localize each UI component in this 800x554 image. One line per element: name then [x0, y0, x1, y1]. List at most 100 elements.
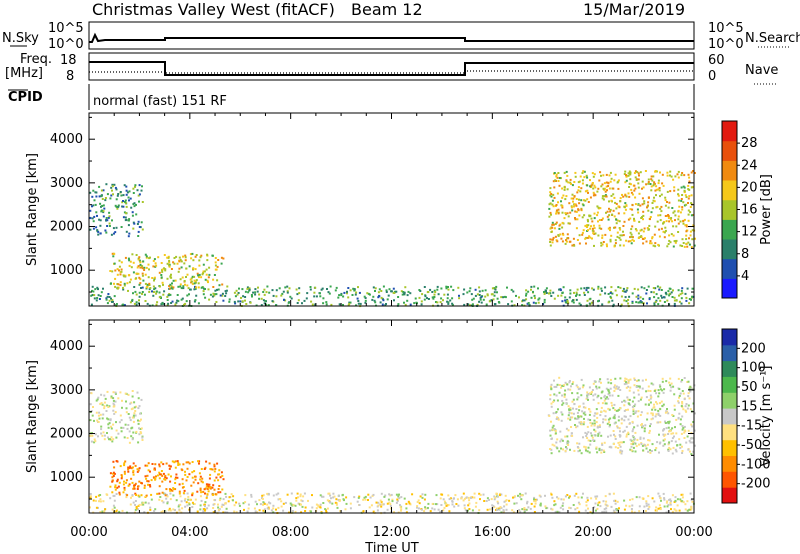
data-cell: [447, 494, 450, 497]
colorbar-swatch: [722, 344, 737, 362]
data-cell: [683, 245, 686, 248]
data-cell: [634, 431, 637, 434]
data-cell: [665, 220, 668, 223]
data-cell: [574, 217, 576, 219]
data-cell: [619, 244, 622, 247]
data-cell: [493, 294, 496, 297]
data-cell: [409, 303, 412, 306]
data-cell: [132, 501, 135, 504]
data-cell: [512, 290, 515, 293]
data-cell: [595, 408, 598, 411]
data-cell: [587, 507, 589, 510]
data-cell: [641, 237, 644, 240]
data-cell: [125, 193, 128, 196]
data-cell: [349, 502, 352, 505]
data-cell: [620, 303, 623, 306]
data-cell: [222, 504, 225, 506]
data-cell: [173, 262, 176, 265]
data-cell: [466, 509, 469, 512]
data-cell: [649, 216, 652, 218]
data-cell: [125, 481, 128, 484]
data-cell: [134, 500, 137, 502]
data-cell: [656, 285, 659, 288]
data-cell: [612, 193, 615, 196]
data-cell: [101, 205, 104, 207]
data-cell: [345, 502, 348, 505]
data-cell: [471, 509, 474, 512]
data-cell: [131, 438, 134, 441]
data-cell: [601, 390, 604, 393]
data-cell: [638, 192, 641, 195]
data-cell: [108, 222, 111, 225]
data-cell: [687, 429, 690, 432]
data-cell: [622, 244, 625, 247]
data-cell: [638, 505, 641, 508]
data-cell: [619, 228, 622, 231]
data-cell: [100, 205, 102, 208]
data-cell: [577, 189, 580, 192]
data-cell: [681, 452, 684, 454]
data-cell: [519, 510, 522, 513]
data-cell: [561, 504, 564, 507]
data-cell: [648, 297, 651, 299]
data-cell: [645, 500, 648, 503]
data-cell: [548, 203, 551, 206]
data-cell: [627, 379, 630, 382]
data-cell: [631, 238, 634, 241]
data-cell: [667, 443, 670, 446]
data-cell: [643, 444, 646, 447]
data-cell: [600, 185, 603, 188]
data-cell: [456, 498, 459, 501]
data-cell: [618, 220, 621, 223]
data-cell: [268, 501, 270, 504]
data-cell: [200, 480, 203, 483]
data-cell: [275, 493, 278, 496]
data-cell: [559, 233, 562, 236]
data-cell: [627, 418, 630, 421]
data-cell: [494, 303, 497, 306]
data-cell: [628, 505, 631, 508]
data-cell: [199, 475, 202, 478]
data-cell: [194, 287, 197, 290]
data-cell: [673, 404, 676, 407]
data-cell: [109, 497, 112, 500]
data-cell: [131, 416, 134, 419]
data-cell: [682, 426, 685, 429]
data-cell: [580, 187, 583, 190]
data-cell: [568, 495, 571, 498]
data-cell: [95, 226, 98, 229]
data-cell: [606, 189, 608, 192]
data-cell: [115, 493, 118, 495]
data-cell: [148, 282, 151, 285]
data-cell: [566, 298, 569, 301]
data-cell: [147, 276, 150, 279]
data-cell: [564, 495, 567, 498]
data-cell: [152, 294, 155, 297]
data-cell: [98, 411, 101, 414]
data-cell: [567, 405, 570, 408]
data-cell: [222, 478, 225, 481]
data-cell: [436, 285, 439, 288]
data-cell: [162, 302, 165, 305]
data-cell: [94, 499, 97, 502]
data-cell: [646, 206, 648, 209]
data-cell: [666, 408, 668, 410]
colorbar-tick-label: 8: [741, 247, 749, 262]
data-cell: [691, 441, 694, 444]
data-cell: [89, 228, 92, 231]
data-cell: [93, 215, 96, 218]
data-cell: [663, 505, 666, 508]
data-cell: [135, 430, 138, 433]
data-cell: [658, 228, 661, 231]
data-cell: [474, 505, 477, 508]
data-cell: [224, 295, 227, 297]
data-cell: [637, 294, 640, 297]
data-cell: [174, 279, 177, 282]
data-cell: [677, 416, 680, 419]
data-cell: [588, 386, 591, 389]
data-cell: [289, 295, 292, 298]
data-cell: [652, 291, 655, 294]
data-cell: [640, 228, 643, 231]
data-cell: [446, 293, 449, 296]
